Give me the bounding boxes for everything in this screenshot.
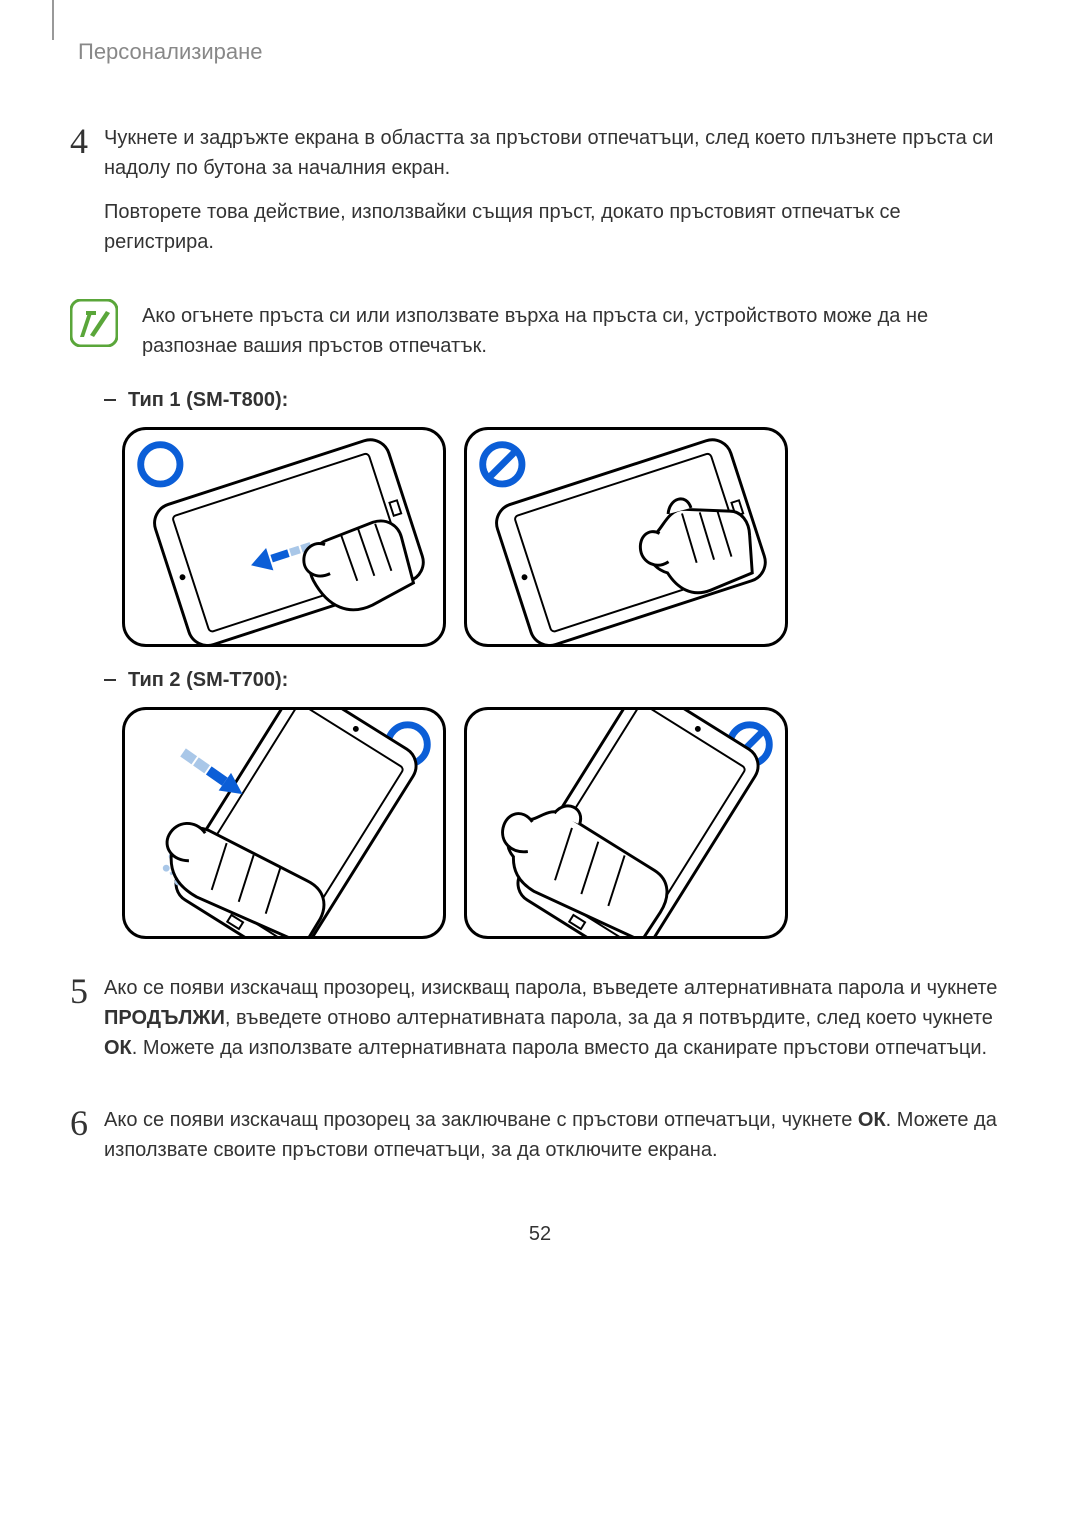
- step-text: Повторете това действие, използвайки същ…: [104, 197, 1010, 257]
- step-text: Ако се появи изскачащ прозорец за заключ…: [104, 1105, 1010, 1165]
- note-callout: Ако огънете пръста си или използвате вър…: [70, 299, 1010, 361]
- subtype-label-row: Тип 1 (SM-T800):: [104, 385, 1010, 415]
- document-page: Персонализиране 4 Чукнете и задръжте екр…: [0, 0, 1080, 1289]
- step-body: Ако се появи изскачащ прозорец за заключ…: [104, 1105, 1010, 1179]
- subtype-label: Тип 2 (SM-T700):: [128, 665, 288, 695]
- note-text: Ако огънете пръста си или използвате вър…: [142, 299, 1010, 361]
- figure-row-1: [122, 427, 1010, 647]
- dash-icon: [104, 399, 116, 401]
- step-4: 4 Чукнете и задръжте екрана в областта з…: [70, 123, 1010, 271]
- subtype-1: Тип 1 (SM-T800):: [104, 385, 1010, 647]
- figure-row-2: [122, 707, 1010, 939]
- figure-incorrect-swipe-portrait: [464, 707, 788, 939]
- note-icon: [70, 299, 118, 347]
- section-title: Персонализиране: [78, 39, 263, 64]
- side-rule: [52, 0, 54, 40]
- step-text: Чукнете и задръжте екрана в областта за …: [104, 123, 1010, 183]
- figure-correct-swipe-portrait: [122, 707, 446, 939]
- step-5: 5 Ако се появи изскачащ прозорец, изискв…: [70, 973, 1010, 1077]
- step-body: Ако се появи изскачащ прозорец, изискващ…: [104, 973, 1010, 1077]
- subtype-label: Тип 1 (SM-T800):: [128, 385, 288, 415]
- step-number: 6: [70, 1105, 104, 1143]
- subtype-2: Тип 2 (SM-T700):: [104, 665, 1010, 939]
- step-6: 6 Ако се появи изскачащ прозорец за закл…: [70, 1105, 1010, 1179]
- figure-incorrect-swipe: [464, 427, 788, 647]
- step-number: 4: [70, 123, 104, 161]
- subtype-label-row: Тип 2 (SM-T700):: [104, 665, 1010, 695]
- step-body: Чукнете и задръжте екрана в областта за …: [104, 123, 1010, 271]
- subtype-list: Тип 1 (SM-T800):: [104, 385, 1010, 939]
- page-number: 52: [70, 1219, 1010, 1249]
- dash-icon: [104, 679, 116, 681]
- step-text: Ако се появи изскачащ прозорец, изискващ…: [104, 973, 1010, 1063]
- page-header: Персонализиране: [70, 35, 1010, 68]
- step-number: 5: [70, 973, 104, 1011]
- figure-correct-swipe: [122, 427, 446, 647]
